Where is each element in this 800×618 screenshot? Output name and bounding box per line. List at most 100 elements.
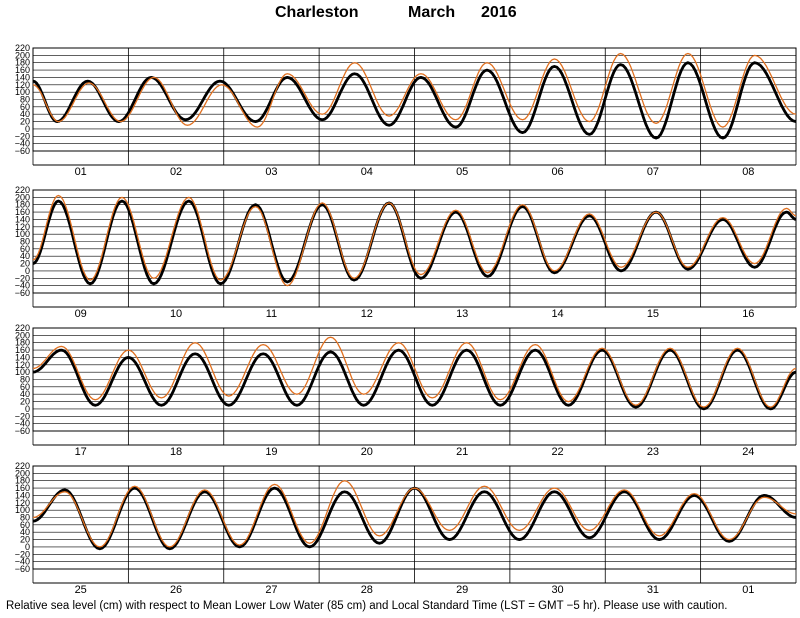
panel-frame xyxy=(32,47,797,152)
y-tick-label: 40 xyxy=(20,109,30,119)
y-tick-label: 180 xyxy=(15,58,30,68)
y-tick-label: 120 xyxy=(15,498,30,508)
day-label: 16 xyxy=(742,308,754,320)
day-label: 06 xyxy=(551,166,563,178)
y-tick-label: 80 xyxy=(20,95,30,105)
y-tick-label: 200 xyxy=(15,50,30,60)
y-tick-label: −40 xyxy=(15,139,30,149)
y-tick-label: −60 xyxy=(15,426,30,436)
day-label: 01 xyxy=(742,584,754,596)
y-tick-label: 120 xyxy=(15,222,30,232)
y-tick-label: −40 xyxy=(15,419,30,429)
y-tick-label: 200 xyxy=(15,468,30,478)
y-tick-label: 200 xyxy=(15,192,30,202)
y-tick-label: 200 xyxy=(15,330,30,340)
y-tick-label: 20 xyxy=(20,259,30,269)
y-tick-label: 0 xyxy=(25,542,30,552)
y-tick-label: 80 xyxy=(20,513,30,523)
y-tick-label: −20 xyxy=(15,131,30,141)
chart-title: Charleston March 2016 xyxy=(0,0,800,30)
y-tick-label: −20 xyxy=(15,411,30,421)
y-tick-label: −20 xyxy=(15,549,30,559)
y-tick-label: 0 xyxy=(25,404,30,414)
day-label: 07 xyxy=(647,166,659,178)
y-tick-label: −40 xyxy=(15,557,30,567)
day-label: 25 xyxy=(75,584,87,596)
y-tick-label: 20 xyxy=(20,397,30,407)
day-label: 20 xyxy=(361,446,373,458)
y-tick-label: 20 xyxy=(20,117,30,127)
day-label: 29 xyxy=(456,584,468,596)
y-tick-label: 220 xyxy=(15,185,30,195)
day-label: 18 xyxy=(170,446,182,458)
day-label: 23 xyxy=(647,446,659,458)
y-tick-label: −60 xyxy=(15,564,30,574)
day-label: 31 xyxy=(647,584,659,596)
day-label: 02 xyxy=(170,166,182,178)
day-label: 17 xyxy=(75,446,87,458)
y-tick-label: 220 xyxy=(15,461,30,471)
day-label: 01 xyxy=(75,166,87,178)
footnote: Relative sea level (cm) with respect to … xyxy=(6,600,728,612)
day-label: 11 xyxy=(266,308,277,320)
y-tick-label: 100 xyxy=(15,505,30,515)
y-tick-label: 100 xyxy=(15,229,30,239)
observed-series-line xyxy=(32,336,797,408)
y-tick-label: 100 xyxy=(15,87,30,97)
y-tick-label: 160 xyxy=(15,65,30,75)
y-tick-label: 80 xyxy=(20,237,30,247)
day-label: 14 xyxy=(551,308,563,320)
y-tick-label: 140 xyxy=(15,352,30,362)
y-tick-label: 20 xyxy=(20,535,30,545)
observed-series-line xyxy=(32,52,797,128)
day-label: 21 xyxy=(456,446,468,458)
tide-chart: 220200180160140120100806040200−20−40−600… xyxy=(15,43,797,596)
day-label: 27 xyxy=(265,584,277,596)
y-tick-label: −40 xyxy=(15,281,30,291)
predicted-series-line xyxy=(32,61,797,140)
day-label: 05 xyxy=(456,166,468,178)
year-label: 2016 xyxy=(481,4,517,21)
y-tick-label: −20 xyxy=(15,273,30,283)
day-label: 10 xyxy=(170,308,182,320)
y-tick-label: 140 xyxy=(15,72,30,82)
panel-frame xyxy=(32,327,797,432)
month-label: March xyxy=(408,4,456,21)
day-label: 04 xyxy=(361,166,373,178)
y-tick-label: 0 xyxy=(25,124,30,134)
day-label: 19 xyxy=(265,446,277,458)
y-tick-label: 140 xyxy=(15,490,30,500)
day-label: 12 xyxy=(361,308,373,320)
y-tick-label: 220 xyxy=(15,323,30,333)
y-tick-label: 60 xyxy=(20,102,30,112)
y-tick-label: 160 xyxy=(15,207,30,217)
y-tick-label: 80 xyxy=(20,375,30,385)
day-label: 09 xyxy=(75,308,87,320)
y-tick-label: 60 xyxy=(20,520,30,530)
y-tick-label: 40 xyxy=(20,251,30,261)
day-label: 08 xyxy=(742,166,754,178)
day-label: 03 xyxy=(265,166,277,178)
panel-frame xyxy=(32,189,797,294)
day-label: 26 xyxy=(170,584,182,596)
y-tick-label: 220 xyxy=(15,43,30,53)
day-label: 15 xyxy=(647,308,659,320)
day-label: 22 xyxy=(551,446,563,458)
y-tick-label: −60 xyxy=(15,288,30,298)
y-tick-label: 0 xyxy=(25,266,30,276)
y-tick-label: 60 xyxy=(20,244,30,254)
y-tick-label: 160 xyxy=(15,345,30,355)
station-name: Charleston xyxy=(275,4,359,21)
day-label: 30 xyxy=(551,584,563,596)
y-tick-label: 160 xyxy=(15,483,30,493)
observed-series-line xyxy=(32,194,797,287)
y-tick-label: −60 xyxy=(15,146,30,156)
y-tick-label: 40 xyxy=(20,389,30,399)
day-label: 24 xyxy=(742,446,754,458)
y-tick-label: 120 xyxy=(15,360,30,370)
y-tick-label: 60 xyxy=(20,382,30,392)
observed-series-line xyxy=(32,480,797,548)
y-tick-label: 120 xyxy=(15,80,30,90)
y-tick-label: 140 xyxy=(15,214,30,224)
day-label: 28 xyxy=(361,584,373,596)
